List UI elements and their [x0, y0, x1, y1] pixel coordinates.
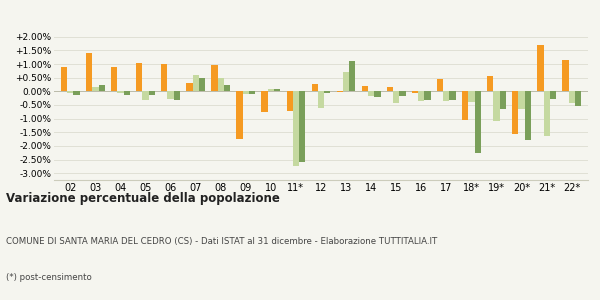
- Bar: [293, 92, 299, 166]
- Bar: [111, 67, 118, 92]
- Bar: [487, 76, 493, 91]
- Bar: [249, 92, 255, 94]
- Text: (*) post-censimento: (*) post-censimento: [6, 273, 92, 282]
- Bar: [518, 92, 524, 109]
- Bar: [537, 45, 544, 92]
- Bar: [142, 92, 149, 100]
- Bar: [92, 87, 98, 92]
- Bar: [124, 92, 130, 94]
- Bar: [493, 92, 500, 122]
- Bar: [199, 78, 205, 92]
- Bar: [418, 92, 424, 101]
- Bar: [500, 92, 506, 109]
- Bar: [318, 92, 324, 108]
- Bar: [512, 92, 518, 134]
- Bar: [324, 92, 331, 93]
- Bar: [118, 92, 124, 93]
- Bar: [242, 92, 249, 94]
- Bar: [136, 63, 142, 92]
- Bar: [462, 92, 468, 120]
- Bar: [98, 85, 105, 91]
- Bar: [268, 89, 274, 92]
- Bar: [167, 92, 174, 99]
- Bar: [61, 68, 67, 92]
- Bar: [544, 92, 550, 136]
- Bar: [149, 92, 155, 95]
- Bar: [211, 64, 218, 92]
- Bar: [174, 92, 180, 100]
- Bar: [443, 92, 449, 101]
- Bar: [86, 53, 92, 92]
- Bar: [343, 72, 349, 92]
- Bar: [468, 92, 475, 102]
- Bar: [400, 92, 406, 96]
- Bar: [524, 92, 531, 140]
- Bar: [424, 92, 431, 100]
- Bar: [387, 87, 393, 92]
- Bar: [374, 92, 380, 98]
- Bar: [550, 92, 556, 99]
- Bar: [475, 92, 481, 153]
- Text: Variazione percentuale della popolazione: Variazione percentuale della popolazione: [6, 192, 280, 205]
- Bar: [218, 78, 224, 92]
- Text: COMUNE DI SANTA MARIA DEL CEDRO (CS) - Dati ISTAT al 31 dicembre - Elaborazione : COMUNE DI SANTA MARIA DEL CEDRO (CS) - D…: [6, 237, 437, 246]
- Bar: [274, 88, 280, 92]
- Bar: [393, 92, 400, 103]
- Bar: [73, 92, 80, 94]
- Bar: [437, 79, 443, 92]
- Bar: [224, 85, 230, 91]
- Bar: [368, 92, 374, 96]
- Bar: [562, 60, 569, 92]
- Bar: [349, 61, 355, 92]
- Bar: [569, 92, 575, 103]
- Bar: [412, 92, 418, 93]
- Bar: [67, 92, 73, 93]
- Bar: [262, 92, 268, 112]
- Bar: [186, 82, 193, 91]
- Bar: [449, 92, 456, 100]
- Bar: [362, 86, 368, 92]
- Bar: [193, 75, 199, 92]
- Bar: [299, 92, 305, 162]
- Bar: [287, 92, 293, 111]
- Bar: [161, 64, 167, 92]
- Bar: [236, 92, 242, 139]
- Bar: [575, 92, 581, 106]
- Bar: [311, 84, 318, 92]
